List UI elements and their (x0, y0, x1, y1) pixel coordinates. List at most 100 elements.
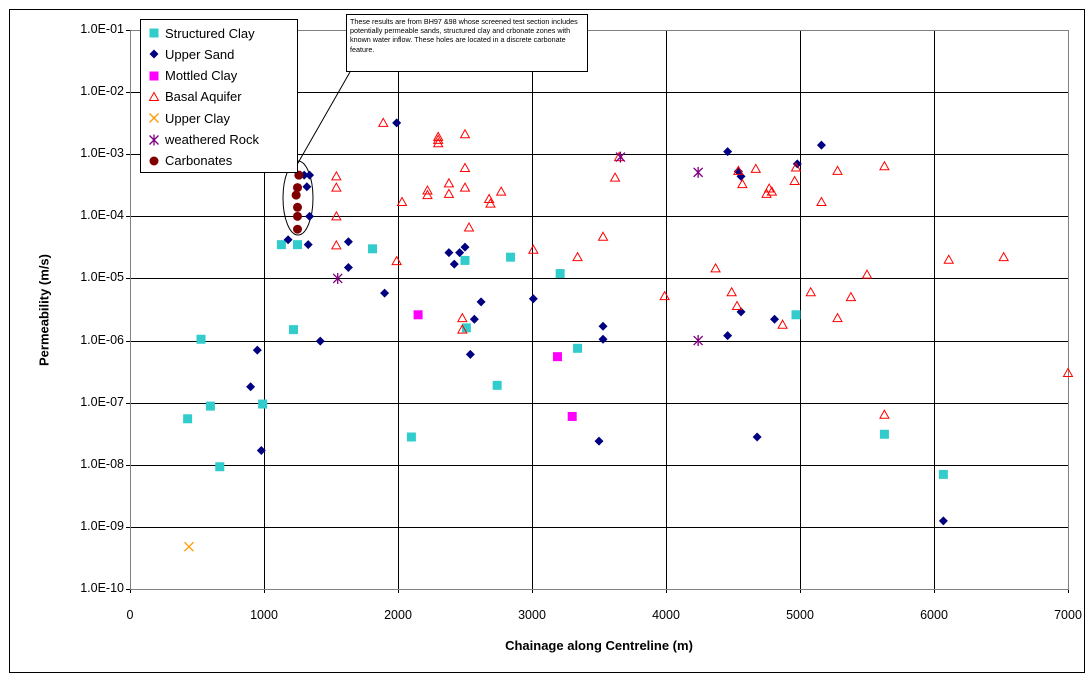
annotation-leader-line (293, 71, 351, 171)
legend-marker-structured-clay (147, 26, 161, 40)
legend-marker-upper-clay (147, 111, 161, 125)
upper-sand-point (723, 331, 733, 341)
basal-aquifer-point (331, 210, 342, 221)
upper-sand-point (315, 336, 325, 346)
legend-marker-upper-sand (147, 47, 161, 61)
carbonates-point (291, 190, 301, 200)
legend-label: Mottled Clay (165, 68, 238, 84)
legend-marker-shape (149, 156, 159, 166)
legend-item-upper-sand: Upper Sand (147, 44, 234, 64)
upper-sand-point (444, 248, 454, 258)
carbonates-point (293, 211, 302, 221)
legend-marker-shape (149, 71, 159, 81)
basal-aquifer-point (456, 324, 468, 334)
legend-item-upper-clay: Upper Clay (147, 108, 230, 128)
basal-aquifer-point (1062, 367, 1074, 378)
basal-aquifer-point (659, 290, 671, 301)
structured-clay-point (293, 240, 302, 250)
legend-marker-shape (149, 113, 159, 124)
upper-sand-point (246, 382, 256, 392)
structured-clay-point (183, 414, 193, 424)
basal-aquifer-point (710, 262, 721, 273)
structured-clay-point (288, 325, 298, 335)
data-points (183, 117, 1074, 552)
basal-aquifer-point (789, 175, 800, 186)
x-tick-label: 6000 (920, 608, 948, 622)
legend-label: Carbonates (165, 153, 233, 169)
y-tick-label: 1.0E-01 (80, 22, 124, 36)
structured-clay-point (506, 252, 516, 262)
upper-sand-point (343, 263, 353, 273)
basal-aquifer-point (766, 186, 778, 196)
basal-aquifer-point (331, 170, 342, 181)
structured-clay-point (879, 429, 889, 439)
y-axis-title: Permeability (m/s) (36, 254, 52, 366)
basal-aquifer-point (463, 222, 475, 232)
y-tick-label: 1.0E-10 (80, 581, 124, 595)
basal-aquifer-point (443, 177, 455, 188)
basal-aquifer-point (331, 239, 342, 250)
basal-aquifer-point (731, 300, 743, 311)
basal-aquifer-point (861, 269, 873, 279)
basal-aquifer-point (879, 160, 890, 171)
upper-sand-point (256, 445, 266, 455)
basal-aquifer-point (459, 128, 471, 139)
legend-item-structured-clay: Structured Clay (147, 23, 255, 43)
basal-aquifer-point (422, 189, 433, 200)
y-tick-label: 1.0E-02 (80, 84, 124, 99)
legend-label: Upper Clay (165, 110, 231, 126)
mottled-clay-point (567, 411, 577, 421)
basal-aquifer-point (527, 244, 539, 254)
structured-clay-point (555, 269, 565, 279)
carbonates-point (293, 202, 302, 212)
y-tick-label: 1.0E-05 (80, 270, 124, 285)
legend-marker-weathered-rock (147, 133, 161, 147)
upper-sand-point (449, 259, 459, 269)
upper-sand-point (938, 516, 948, 526)
legend-marker-shape (149, 134, 159, 145)
upper-sand-point (816, 140, 826, 150)
basal-aquifer-point (737, 178, 748, 189)
upper-sand-point (752, 432, 762, 442)
basal-aquifer-point (879, 409, 890, 419)
upper-sand-point (455, 248, 465, 258)
basal-aquifer-point (432, 137, 444, 148)
basal-aquifer-point (459, 162, 471, 173)
y-tick-label: 1.0E-09 (80, 518, 124, 533)
upper-sand-point (302, 182, 312, 192)
basal-aquifer-point (396, 196, 408, 207)
upper-clay-point (184, 541, 194, 552)
upper-sand-point (343, 237, 353, 247)
x-tick-label: 3000 (518, 608, 546, 622)
basal-aquifer-point (495, 186, 507, 196)
legend: Structured Clay Upper Sand Mottled Clay Bas… (140, 19, 298, 173)
upper-sand-point (380, 288, 390, 298)
upper-sand-point (594, 436, 604, 446)
mottled-clay-point (413, 310, 423, 320)
carbonates-point (293, 224, 302, 234)
y-tick-label: 1.0E-08 (80, 456, 124, 471)
basal-aquifer-point (572, 251, 583, 262)
legend-item-weathered-rock: weathered Rock (147, 130, 259, 150)
basal-aquifer-point (377, 117, 389, 127)
upper-sand-point (598, 321, 608, 331)
legend-marker-shape (149, 49, 159, 59)
structured-clay-point (791, 310, 801, 320)
upper-sand-point (792, 159, 802, 169)
basal-aquifer-point (750, 163, 762, 173)
legend-marker-carbonates (147, 154, 161, 168)
basal-aquifer-point (832, 312, 843, 323)
y-tick-label: 1.0E-06 (80, 332, 124, 347)
y-tick-label: 1.0E-04 (80, 208, 124, 223)
basal-aquifer-point (816, 196, 827, 207)
basal-aquifer-point (597, 231, 609, 241)
basal-aquifer-point (790, 162, 802, 172)
basal-aquifer-point (443, 188, 455, 198)
x-axis-title: Chainage along Centreline (m) (505, 638, 693, 653)
weathered-rock-point (693, 335, 704, 347)
structured-clay-point (406, 432, 416, 442)
upper-sand-point (469, 314, 479, 324)
structured-clay-point (258, 399, 268, 409)
legend-marker-shape (149, 28, 159, 38)
